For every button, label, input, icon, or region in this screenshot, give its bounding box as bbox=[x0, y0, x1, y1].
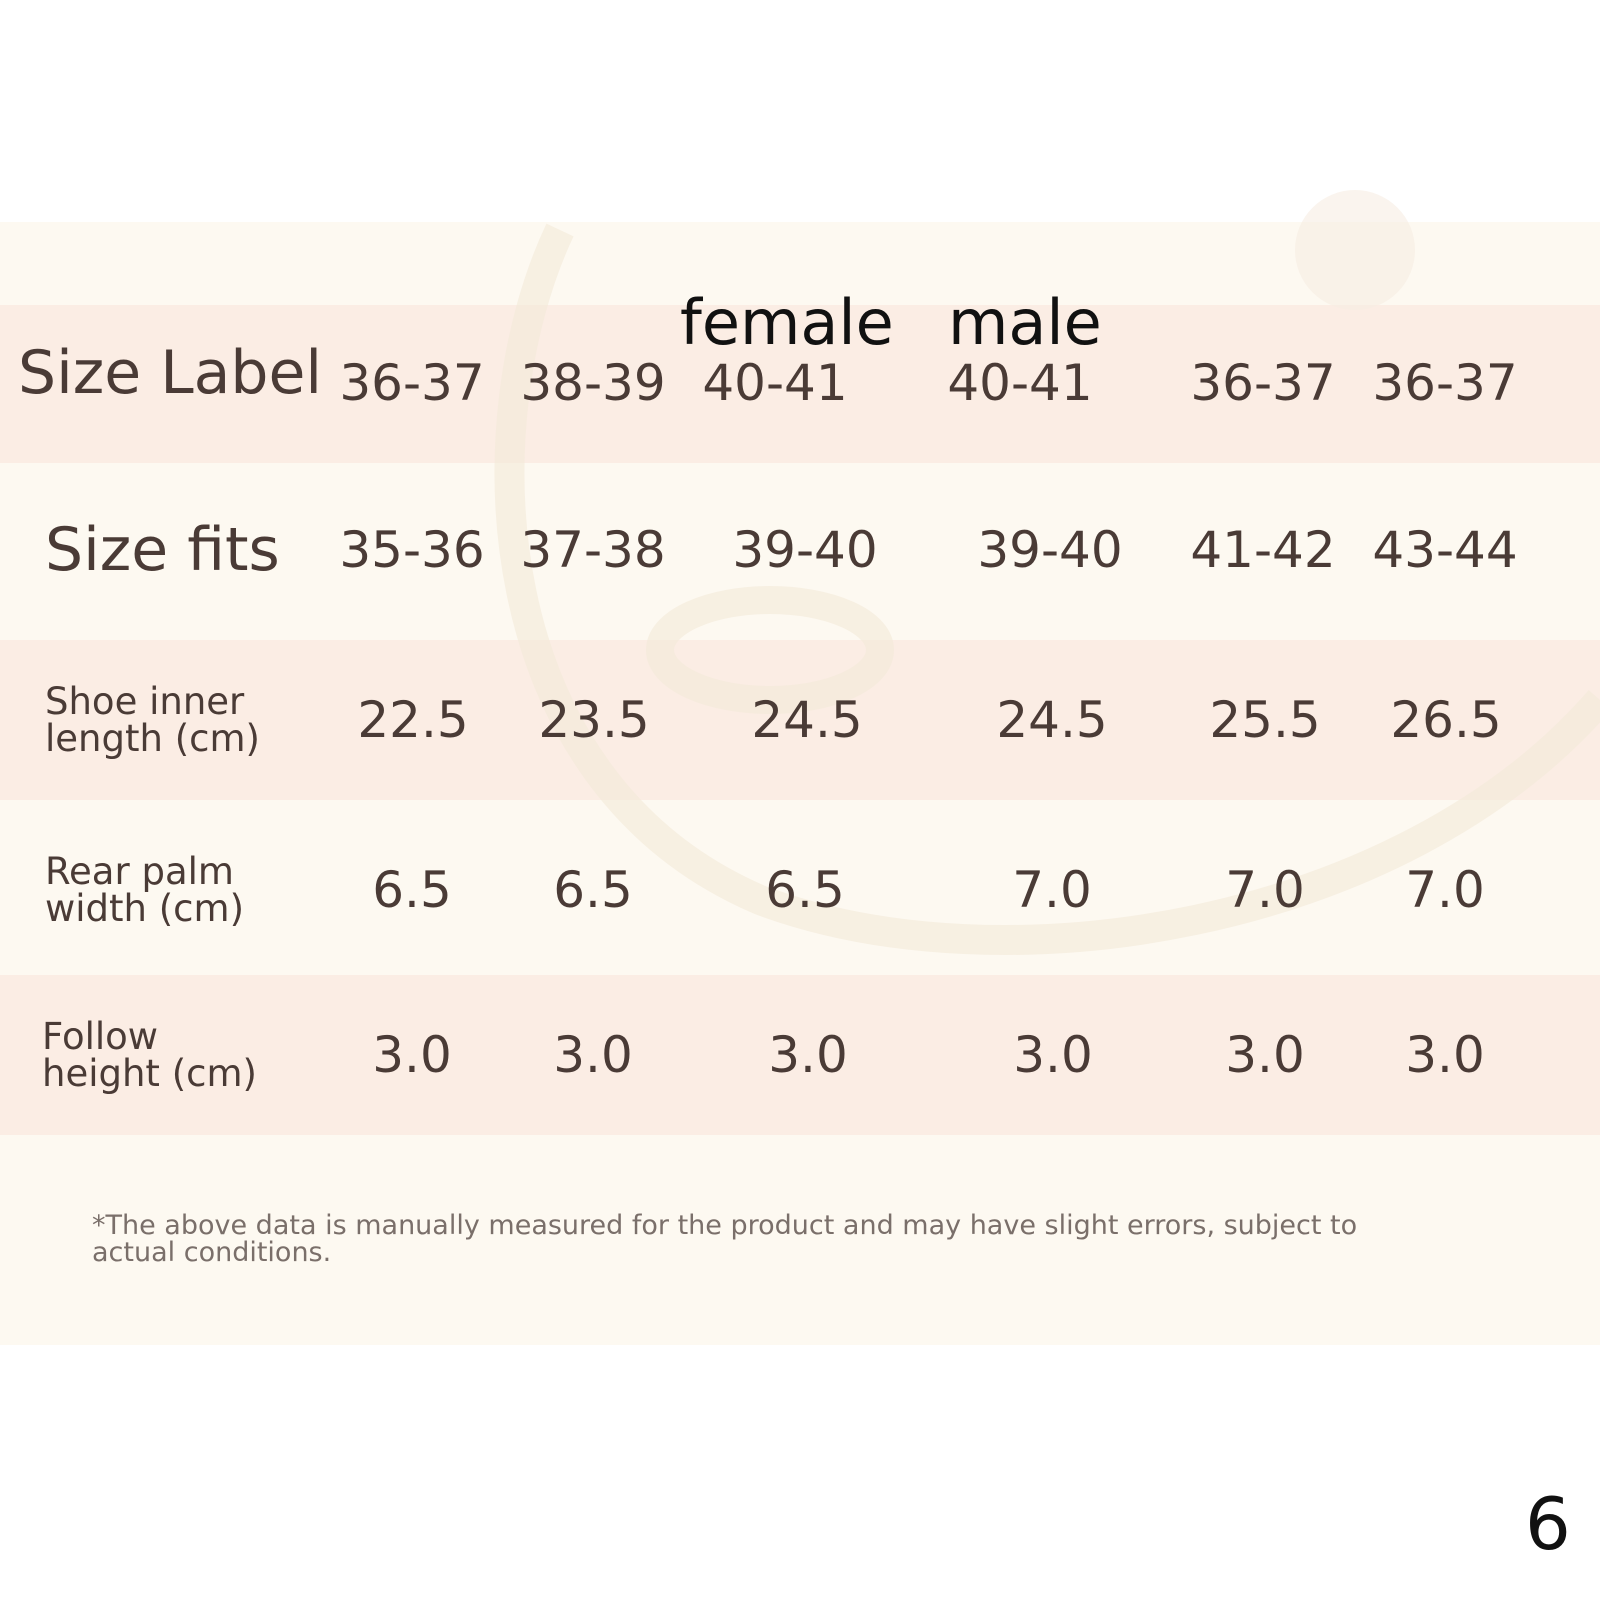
row-band bbox=[0, 975, 1600, 1135]
table-cell: 41-42 bbox=[1190, 521, 1336, 579]
table-cell: 35-36 bbox=[339, 521, 485, 579]
row-label: Shoe inner length (cm) bbox=[45, 680, 260, 760]
table-cell: 36-37 bbox=[1190, 354, 1336, 412]
row-label: Size fits bbox=[45, 515, 280, 585]
table-cell: 39-40 bbox=[977, 521, 1123, 579]
table-cell: 38-39 bbox=[520, 354, 666, 412]
table-cell: 22.5 bbox=[357, 691, 469, 749]
row-label: Size Label bbox=[18, 338, 323, 408]
table-cell: 43-44 bbox=[1372, 521, 1518, 579]
row-label: Rear palm width (cm) bbox=[45, 850, 245, 930]
table-cell: 7.0 bbox=[1225, 861, 1305, 919]
table-cell: 3.0 bbox=[1405, 1026, 1485, 1084]
female-header: female bbox=[680, 286, 894, 359]
table-cell: 40-41 bbox=[702, 354, 848, 412]
table-cell: 24.5 bbox=[996, 691, 1108, 749]
table-cell: 3.0 bbox=[372, 1026, 452, 1084]
table-cell: 3.0 bbox=[1225, 1026, 1305, 1084]
table-cell: 3.0 bbox=[1013, 1026, 1093, 1084]
row-label: Follow height (cm) bbox=[42, 1015, 257, 1095]
table-cell: 7.0 bbox=[1012, 861, 1092, 919]
table-cell: 26.5 bbox=[1390, 691, 1502, 749]
table-cell: 6.5 bbox=[372, 861, 452, 919]
footnote: *The above data is manually measured for… bbox=[92, 1210, 1358, 1268]
table-cell: 3.0 bbox=[768, 1026, 848, 1084]
row-band bbox=[0, 305, 1600, 463]
table-cell: 7.0 bbox=[1405, 861, 1485, 919]
row-band bbox=[0, 640, 1600, 800]
table-cell: 39-40 bbox=[732, 521, 878, 579]
table-cell: 40-41 bbox=[947, 354, 1093, 412]
table-cell: 6.5 bbox=[765, 861, 845, 919]
table-cell: 36-37 bbox=[339, 354, 485, 412]
male-header: male bbox=[948, 286, 1102, 359]
table-cell: 6.5 bbox=[553, 861, 633, 919]
table-cell: 25.5 bbox=[1209, 691, 1321, 749]
table-cell: 24.5 bbox=[751, 691, 863, 749]
page-number: 6 bbox=[1525, 1482, 1571, 1566]
table-cell: 3.0 bbox=[553, 1026, 633, 1084]
table-cell: 36-37 bbox=[1372, 354, 1518, 412]
table-cell: 23.5 bbox=[538, 691, 650, 749]
table-cell: 37-38 bbox=[520, 521, 666, 579]
